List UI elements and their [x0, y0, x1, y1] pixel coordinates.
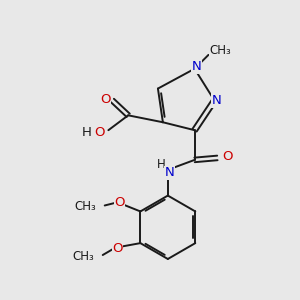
- Text: O: O: [114, 196, 125, 209]
- Text: O: O: [100, 93, 111, 106]
- Text: CH₃: CH₃: [74, 200, 96, 213]
- Text: CH₃: CH₃: [72, 250, 94, 263]
- Text: N: N: [192, 60, 201, 73]
- Text: CH₃: CH₃: [209, 44, 231, 57]
- Text: H: H: [82, 126, 92, 139]
- Text: N: N: [165, 166, 175, 179]
- Text: O: O: [94, 126, 105, 139]
- Text: O: O: [112, 242, 123, 255]
- Text: N: N: [212, 94, 221, 107]
- Text: O: O: [222, 150, 232, 164]
- Text: H: H: [157, 158, 165, 171]
